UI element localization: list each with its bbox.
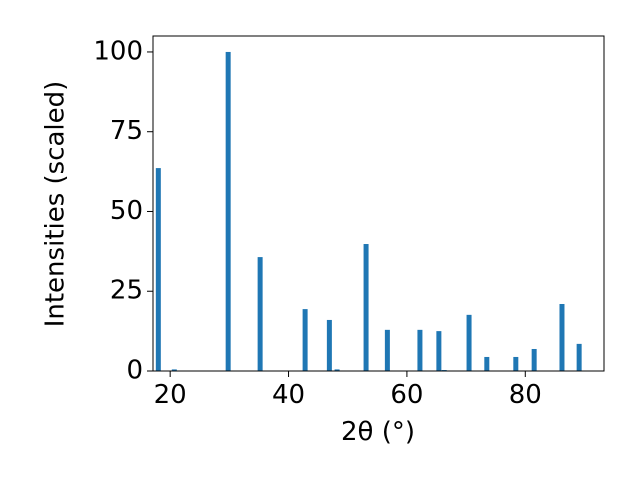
bar — [559, 304, 565, 371]
bar — [384, 329, 390, 371]
bar — [225, 51, 231, 371]
plot-frame — [152, 35, 605, 372]
bar — [326, 319, 332, 371]
bar — [417, 329, 423, 371]
bar — [484, 356, 490, 371]
y-tick-label: 0 — [126, 356, 143, 386]
bar — [436, 331, 442, 371]
y-tick-label: 100 — [93, 36, 143, 66]
bar — [363, 244, 369, 371]
bar — [513, 356, 519, 371]
y-axis-label: Intensities (scaled) — [41, 81, 71, 328]
bar — [531, 348, 537, 371]
y-tick-label: 75 — [110, 116, 143, 146]
x-tick-label: 20 — [154, 380, 187, 410]
bar — [302, 309, 308, 371]
bar — [171, 369, 177, 371]
x-tick-label: 80 — [509, 380, 542, 410]
x-tick-label: 60 — [390, 380, 423, 410]
bar — [334, 369, 340, 371]
bar — [576, 343, 582, 371]
y-tick-label: 50 — [110, 196, 143, 226]
bar — [466, 314, 472, 371]
y-tick-label: 25 — [110, 276, 143, 306]
x-axis-label: 2θ (°) — [341, 417, 415, 447]
x-tick-label: 40 — [272, 380, 305, 410]
bar — [155, 168, 161, 371]
bar — [257, 257, 263, 371]
